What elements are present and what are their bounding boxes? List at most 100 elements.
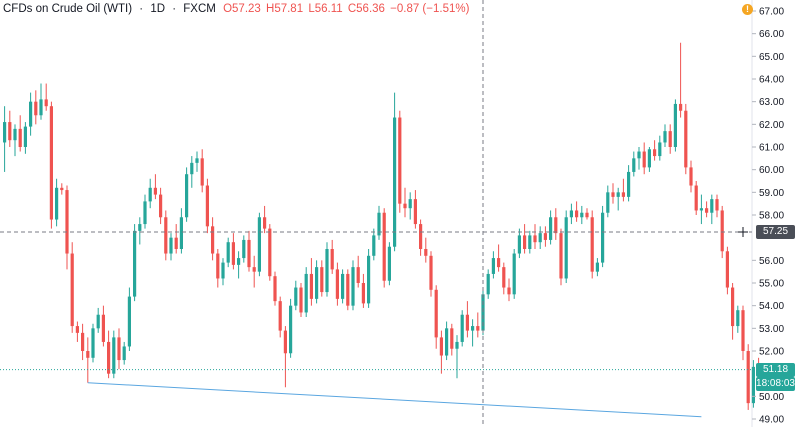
candle-body [231,242,235,265]
candle-body [237,258,241,265]
candle-body [627,171,631,197]
candle-body [55,187,59,220]
candle-body [751,366,755,404]
candle-body [13,128,17,141]
candle-body [497,258,501,268]
candle-body [367,255,371,304]
alert-icon[interactable]: ! [742,4,753,15]
candle-body [143,201,147,225]
candle-body [393,117,397,247]
tick-label: 49.00 [759,415,784,426]
candle-body [585,212,589,218]
candle-body [8,122,12,141]
candle-body [611,192,615,197]
candle-body [195,158,199,163]
candle-body [502,267,506,288]
last-price-badge: 51.18 [756,363,795,377]
candle-body [434,289,438,338]
candle-body [148,187,152,202]
candle-body [564,217,568,279]
tick-label: 58.00 [759,211,784,222]
candle-body [346,273,350,306]
candle-body [460,314,464,342]
candle-body [533,235,537,243]
candle-body [39,99,43,116]
candle-body [429,255,433,290]
candle-body [283,330,287,354]
candle-body [684,110,688,168]
candle-body [205,185,209,227]
overlays [0,0,752,427]
candle-body [133,230,137,297]
candle-body [289,305,293,354]
tick-label: 65.00 [759,52,784,63]
candle-body [91,328,95,358]
candle-body [601,212,605,263]
price-axis[interactable]: 67.00 66.00 65.00 64.00 63.00 62.00 61.00 60.00… [752,7,784,426]
candle-body [715,199,719,211]
change-value: −0.87 (−1.51%) [390,3,470,15]
candle-body [731,287,735,327]
candle-body [668,131,672,147]
candle-body [543,233,547,240]
candle-body [268,228,272,277]
candle-body [549,217,553,240]
candle-body [486,273,490,295]
candle-body [746,351,750,404]
candle-body [465,314,469,331]
candle-body [637,151,641,159]
candle-body [34,101,38,116]
candle-body [590,217,594,272]
low-value: L56.11 [308,3,343,15]
candle-body [621,192,625,197]
tick-label: 63.00 [759,97,784,108]
candle-body [294,287,298,306]
tick-label: 66.00 [759,29,784,40]
tick-label: 54.00 [759,301,784,312]
candle-body [200,158,204,186]
candle-body [569,210,573,218]
candle-body [398,117,402,204]
candle-body [356,267,360,283]
tick-label: 67.00 [759,7,784,18]
candle-body [60,187,64,191]
candle-body [538,233,542,243]
candle-body [252,267,256,272]
candle-body [127,296,131,347]
tick-label: 62.00 [759,120,784,131]
candle-body [689,167,693,186]
candle-body [455,341,459,349]
close-value: C56.36 [347,3,385,15]
candle-body [351,267,355,306]
candle-body [523,235,527,249]
candle-body [679,103,683,111]
candle-body [507,287,511,295]
candle-body [413,199,417,225]
tick-label: 50.00 [759,392,784,403]
candle-body [663,131,667,143]
candle-body [247,239,251,268]
candle-body [299,287,303,313]
candle-body [632,158,636,172]
candle-body [720,210,724,252]
candle-body [559,233,563,279]
exchange: FXCM [183,3,216,15]
candle-body [75,326,79,333]
candle-body [216,253,220,279]
candle-body [699,208,703,211]
candle-body [112,337,116,374]
interval[interactable]: 1D [150,3,166,15]
candle-body [335,269,339,299]
candle-body [517,235,521,254]
trendline [87,382,702,418]
candle-body [616,192,620,197]
candle-body [107,341,111,374]
candle-body [481,294,485,331]
candle-body [320,267,324,293]
tick-label: 55.00 [759,279,784,290]
tick-label: 61.00 [759,143,784,154]
tick-label: 64.00 [759,75,784,86]
symbol-name[interactable]: CFDs on Crude Oil (WTI) [3,3,133,15]
